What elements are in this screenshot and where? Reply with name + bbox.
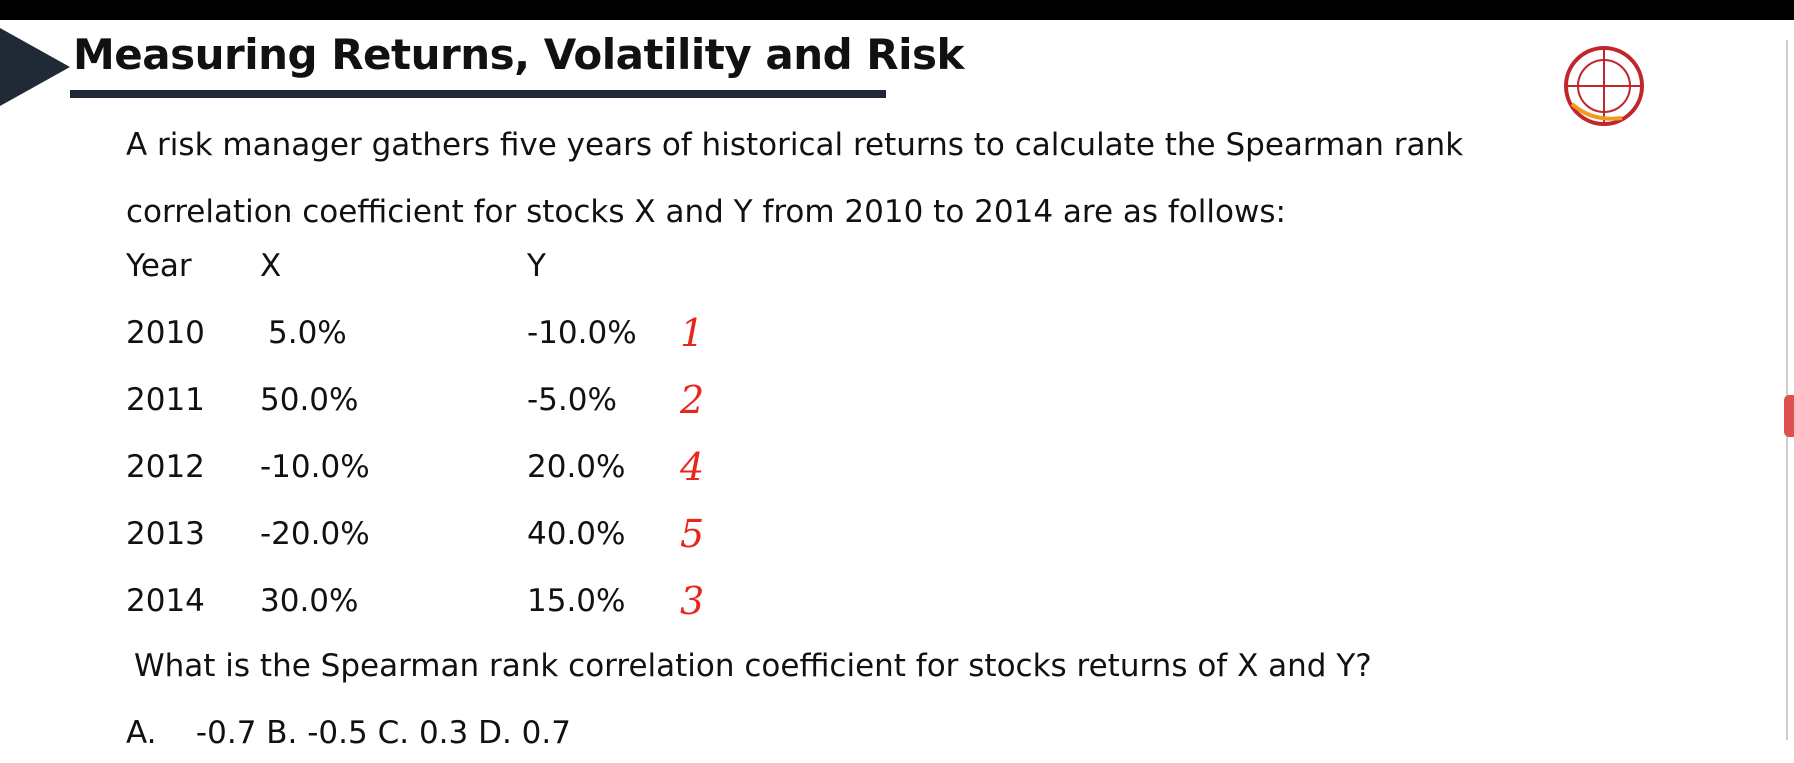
table-header: Year	[126, 248, 192, 284]
handwritten-rank: 5	[680, 512, 705, 556]
table-cell: 2011	[126, 382, 205, 418]
table-cell: -10.0%	[260, 449, 370, 485]
table-cell: 2013	[126, 516, 205, 552]
table-header: Y	[527, 248, 546, 284]
table-cell: -10.0%	[527, 315, 637, 351]
question-prompt: What is the Spearman rank correlation co…	[134, 648, 1372, 684]
table-cell: -5.0%	[527, 382, 617, 418]
table-cell: -20.0%	[260, 516, 370, 552]
question-intro: A risk manager gathers five years of his…	[126, 127, 1464, 230]
table-cell: 5.0%	[268, 315, 347, 351]
table-cell: 40.0%	[527, 516, 626, 552]
table-cell: 2012	[126, 449, 205, 485]
handwritten-rank: 2	[680, 378, 705, 422]
table-cell: 2010	[126, 315, 205, 351]
table-cell: 15.0%	[527, 583, 626, 619]
top-bar	[0, 0, 1794, 20]
title-underline	[70, 90, 886, 98]
table-cell: 20.0%	[527, 449, 626, 485]
table-header: X	[260, 248, 282, 284]
table-cell: 50.0%	[260, 382, 359, 418]
handwritten-rank: 1	[680, 311, 705, 355]
table-cell: 2014	[126, 583, 205, 619]
logo	[1564, 46, 1644, 126]
table-cell: 30.0%	[260, 583, 359, 619]
title: Measuring Returns, Volatility and Risk	[73, 30, 964, 79]
slide-marker	[0, 28, 70, 106]
side-tab[interactable]	[1784, 395, 1794, 437]
handwritten-rank: 4	[680, 445, 705, 489]
answer-options[interactable]: A. -0.7 B. -0.5 C. 0.3 D. 0.7	[126, 715, 571, 751]
scrollbar	[1786, 40, 1788, 740]
handwritten-rank: 3	[680, 579, 705, 623]
